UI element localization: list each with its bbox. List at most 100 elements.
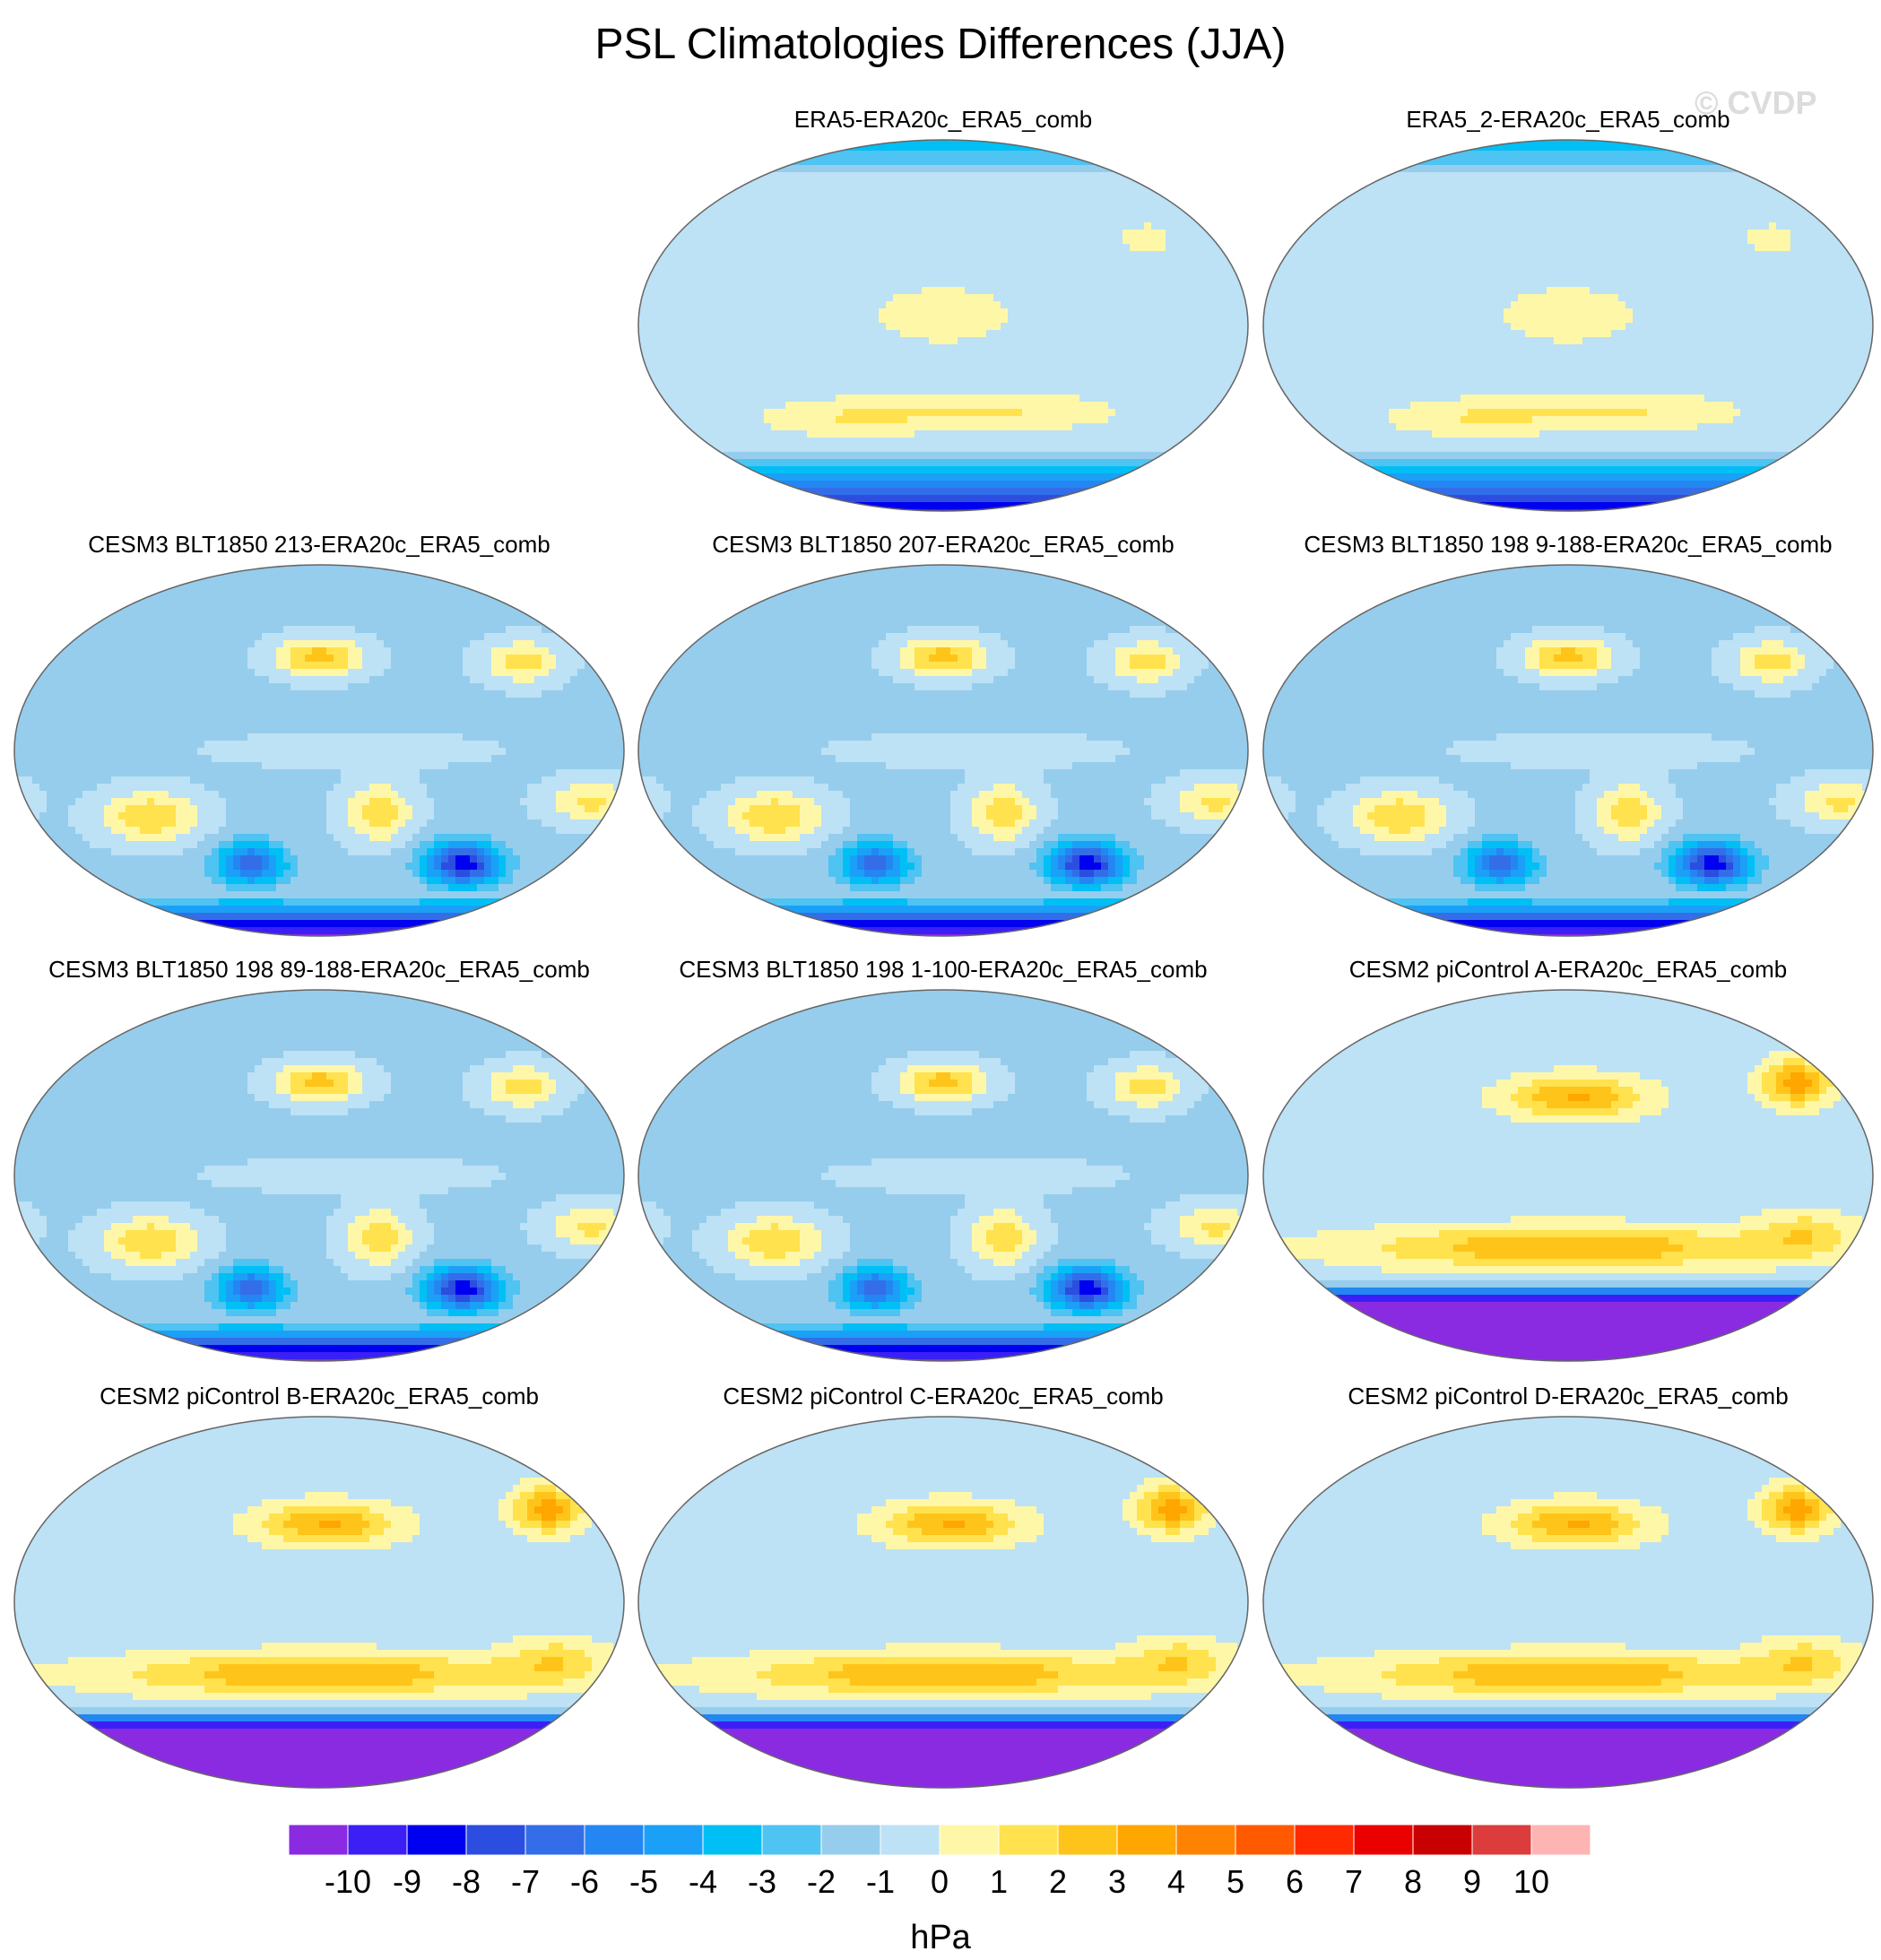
field-cell — [706, 230, 715, 238]
field-cell — [1166, 258, 1174, 266]
field-cell — [649, 387, 657, 395]
field-cell — [649, 330, 657, 338]
field-cell — [864, 452, 872, 460]
field-cell — [721, 208, 729, 216]
field-cell — [836, 430, 844, 438]
field-cell — [1130, 380, 1138, 388]
field-cell — [972, 380, 980, 388]
field-cell — [836, 158, 844, 166]
field-cell — [1036, 387, 1045, 395]
field-cell — [993, 316, 1001, 324]
field-cell — [1568, 179, 1576, 187]
field-cell — [936, 186, 944, 195]
field-cell — [1130, 459, 1138, 467]
field-cell — [1194, 273, 1202, 281]
field-cell — [728, 201, 736, 209]
field-cell — [907, 316, 915, 324]
field-cell — [828, 237, 836, 245]
field-cell — [1661, 215, 1669, 223]
field-cell — [1130, 258, 1138, 266]
field-cell — [850, 402, 858, 410]
field-cell — [893, 280, 901, 288]
field-cell — [1296, 215, 1304, 223]
field-cell — [1087, 251, 1095, 259]
field-cell — [1115, 251, 1123, 259]
field-cell — [943, 294, 951, 302]
field-cell — [864, 158, 872, 166]
field-cell — [1288, 230, 1296, 238]
field-cell — [886, 502, 894, 510]
field-cell — [671, 387, 679, 395]
field-cell — [1769, 237, 1777, 245]
field-cell — [972, 330, 980, 338]
field-cell — [1036, 244, 1045, 252]
field-cell — [1036, 373, 1045, 381]
field-cell — [993, 423, 1001, 431]
field-cell — [1058, 380, 1066, 388]
field-cell — [1561, 230, 1569, 238]
field-cell — [1468, 244, 1476, 252]
field-cell — [728, 230, 736, 238]
field-cell — [750, 409, 758, 417]
field-cell — [1123, 373, 1131, 381]
field-cell — [886, 301, 894, 309]
field-cell — [886, 344, 894, 352]
field-cell — [807, 502, 815, 510]
field-cell — [800, 459, 808, 467]
field-cell — [1123, 351, 1131, 360]
field-cell — [1733, 208, 1741, 216]
field-cell — [793, 251, 801, 259]
field-cell — [1008, 179, 1016, 187]
field-cell — [1769, 230, 1777, 238]
field-cell — [1036, 273, 1045, 281]
field-cell — [1022, 287, 1030, 295]
field-cell — [886, 194, 894, 202]
field-cell — [1051, 316, 1059, 324]
field-cell — [1029, 222, 1037, 230]
field-cell — [1158, 409, 1166, 417]
field-cell — [1237, 402, 1245, 410]
field-cell — [1051, 351, 1059, 360]
field-cell — [950, 481, 958, 489]
field-cell — [1008, 287, 1016, 295]
field-cell — [1036, 337, 1045, 345]
field-cell — [678, 344, 686, 352]
field-cell — [1201, 251, 1209, 259]
field-cell — [1532, 143, 1540, 152]
field-cell — [850, 366, 858, 374]
field-cell — [907, 323, 915, 331]
field-cell — [685, 409, 693, 417]
field-cell — [1051, 158, 1059, 166]
field-cell — [638, 308, 643, 317]
field-cell — [764, 416, 772, 424]
field-cell — [1051, 481, 1059, 489]
field-cell — [1525, 244, 1533, 252]
field-cell — [1389, 251, 1397, 259]
field-cell — [1151, 316, 1159, 324]
field-cell — [900, 186, 908, 195]
field-cell — [1216, 373, 1224, 381]
field-cell — [886, 308, 894, 317]
field-cell — [714, 179, 722, 187]
field-cell — [1783, 237, 1791, 245]
field-cell — [1044, 445, 1052, 453]
field-cell — [1425, 172, 1433, 180]
field-cell — [800, 265, 808, 273]
field-cell — [1690, 172, 1698, 180]
field-cell — [1072, 237, 1080, 245]
field-cell — [1058, 172, 1066, 180]
field-cell — [886, 294, 894, 302]
field-cell — [1115, 452, 1123, 460]
field-cell — [1187, 230, 1195, 238]
field-cell — [1151, 423, 1159, 431]
field-cell — [1209, 265, 1217, 273]
field-cell — [821, 179, 829, 187]
field-cell — [706, 344, 715, 352]
field-cell — [979, 481, 987, 489]
field-cell — [1008, 459, 1016, 467]
field-cell — [893, 395, 901, 403]
field-cell — [1568, 201, 1576, 209]
field-cell — [965, 473, 973, 481]
field-cell — [907, 222, 915, 230]
field-cell — [714, 373, 722, 381]
